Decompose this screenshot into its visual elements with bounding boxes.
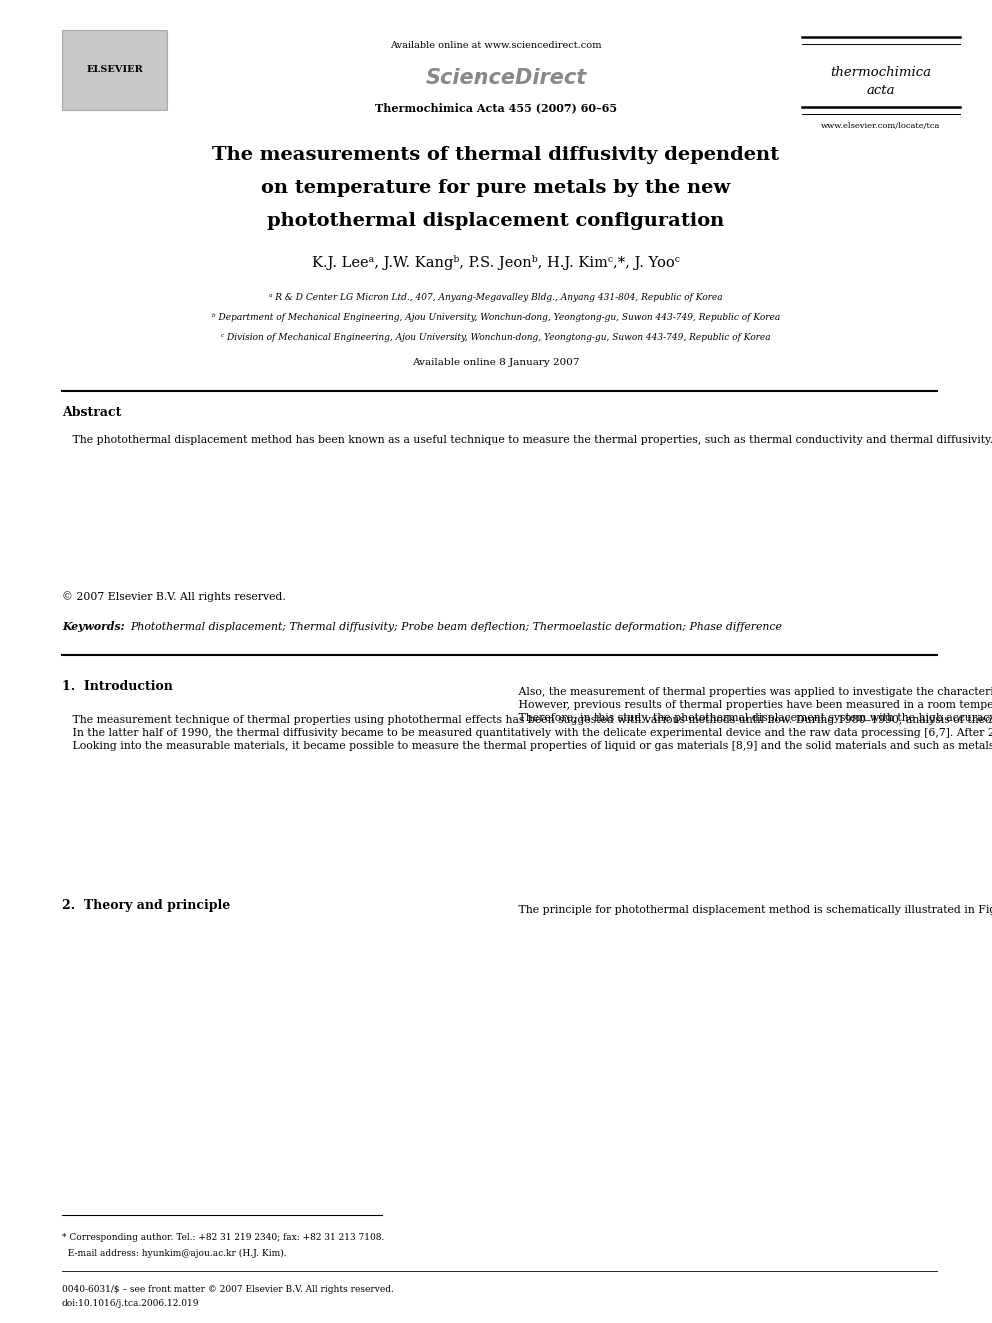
Text: Photothermal displacement; Thermal diffusivity; Probe beam deflection; Thermoela: Photothermal displacement; Thermal diffu… [130, 622, 782, 632]
Text: 2.  Theory and principle: 2. Theory and principle [62, 898, 230, 912]
Text: 1.  Introduction: 1. Introduction [62, 680, 173, 693]
Text: ELSEVIER: ELSEVIER [86, 66, 143, 74]
Text: ScienceDirect: ScienceDirect [426, 67, 586, 89]
FancyBboxPatch shape [62, 30, 167, 110]
Text: Also, the measurement of thermal properties was applied to investigate the chara: Also, the measurement of thermal propert… [508, 687, 992, 724]
Text: The measurements of thermal diffusivity dependent: The measurements of thermal diffusivity … [212, 146, 780, 164]
Text: © 2007 Elsevier B.V. All rights reserved.: © 2007 Elsevier B.V. All rights reserved… [62, 591, 286, 602]
Text: •••: ••• [458, 71, 483, 85]
Text: ᶜ Division of Mechanical Engineering, Ajou University, Wonchun-dong, Yeongtong-g: ᶜ Division of Mechanical Engineering, Aj… [221, 333, 771, 343]
Text: * Corresponding author. Tel.: +82 31 219 2340; fax: +82 31 213 7108.: * Corresponding author. Tel.: +82 31 219… [62, 1233, 384, 1242]
Text: K.J. Leeᵃ, J.W. Kangᵇ, P.S. Jeonᵇ, H.J. Kimᶜ,*, J. Yooᶜ: K.J. Leeᵃ, J.W. Kangᵇ, P.S. Jeonᵇ, H.J. … [312, 255, 680, 270]
Text: Abstract: Abstract [62, 406, 121, 419]
Text: The photothermal displacement method has been known as a useful technique to mea: The photothermal displacement method has… [62, 435, 992, 445]
Text: Keywords:: Keywords: [62, 622, 132, 632]
Text: Available online 8 January 2007: Available online 8 January 2007 [413, 359, 579, 368]
Text: ᵃ R & D Center LG Micron Ltd., 407, Anyang-Megavalley Bldg., Anyang 431-804, Rep: ᵃ R & D Center LG Micron Ltd., 407, Anya… [269, 294, 723, 303]
Text: 0040-6031/$ – see front matter © 2007 Elsevier B.V. All rights reserved.: 0040-6031/$ – see front matter © 2007 El… [62, 1285, 394, 1294]
Text: photothermal displacement configuration: photothermal displacement configuration [268, 212, 724, 230]
Text: www.elsevier.com/locate/tca: www.elsevier.com/locate/tca [821, 122, 940, 130]
Text: The principle for photothermal displacement method is schematically illustrated : The principle for photothermal displacem… [508, 905, 992, 916]
Text: Thermochimica Acta 455 (2007) 60–65: Thermochimica Acta 455 (2007) 60–65 [375, 102, 617, 114]
Text: Available online at www.sciencedirect.com: Available online at www.sciencedirect.co… [390, 41, 602, 49]
Text: E-mail address: hyunkim@ajou.ac.kr (H.J. Kim).: E-mail address: hyunkim@ajou.ac.kr (H.J.… [62, 1249, 287, 1258]
Text: The measurement technique of thermal properties using photothermal effects has b: The measurement technique of thermal pro… [62, 714, 992, 751]
Text: thermochimica: thermochimica [830, 66, 931, 78]
Text: acta: acta [867, 83, 895, 97]
Text: doi:10.1016/j.tca.2006.12.019: doi:10.1016/j.tca.2006.12.019 [62, 1299, 199, 1308]
Text: ᵇ Department of Mechanical Engineering, Ajou University, Wonchun-dong, Yeongtong: ᵇ Department of Mechanical Engineering, … [212, 314, 780, 323]
Text: on temperature for pure metals by the new: on temperature for pure metals by the ne… [261, 179, 731, 197]
